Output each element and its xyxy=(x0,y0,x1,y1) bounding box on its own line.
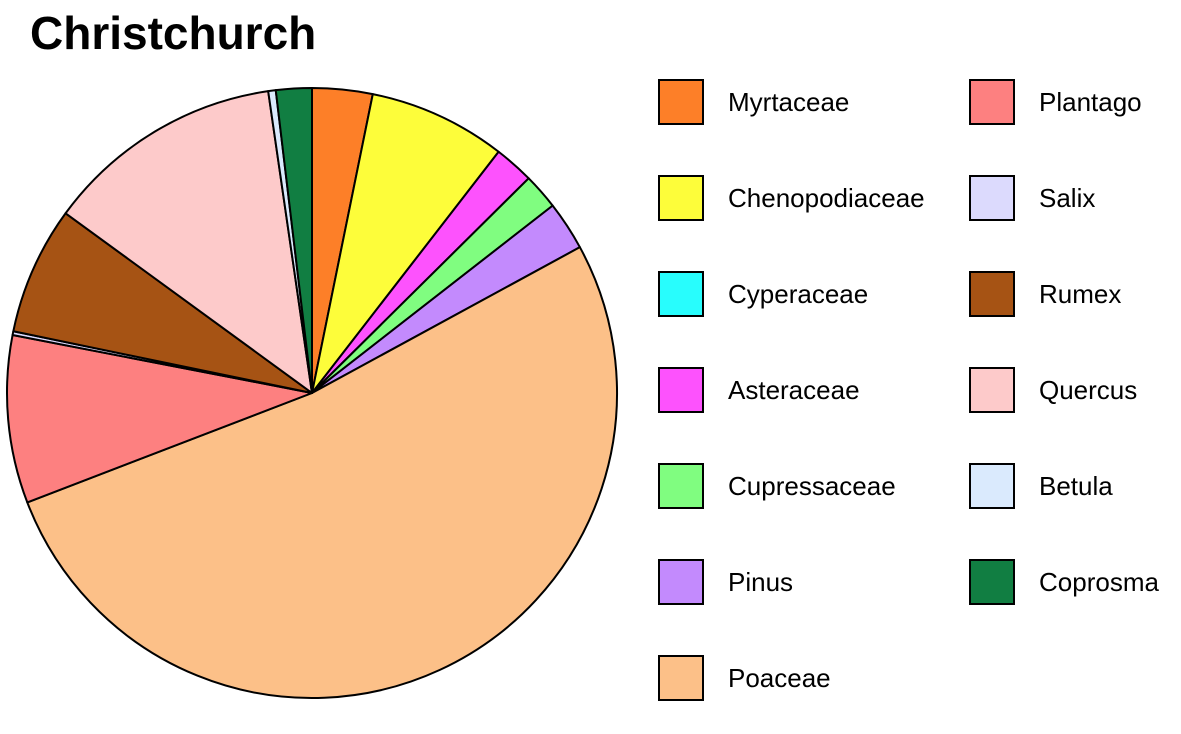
pie-slice-chenopodiaceae xyxy=(311,93,500,394)
pie-slice-quercus xyxy=(64,90,313,394)
pie-slice-rumex xyxy=(12,212,313,394)
pie-slice-plantago xyxy=(6,334,313,504)
chart-title: Christchurch xyxy=(30,7,317,59)
pie-slice-coprosma xyxy=(274,87,313,394)
pie-slice-poaceae xyxy=(26,246,618,699)
